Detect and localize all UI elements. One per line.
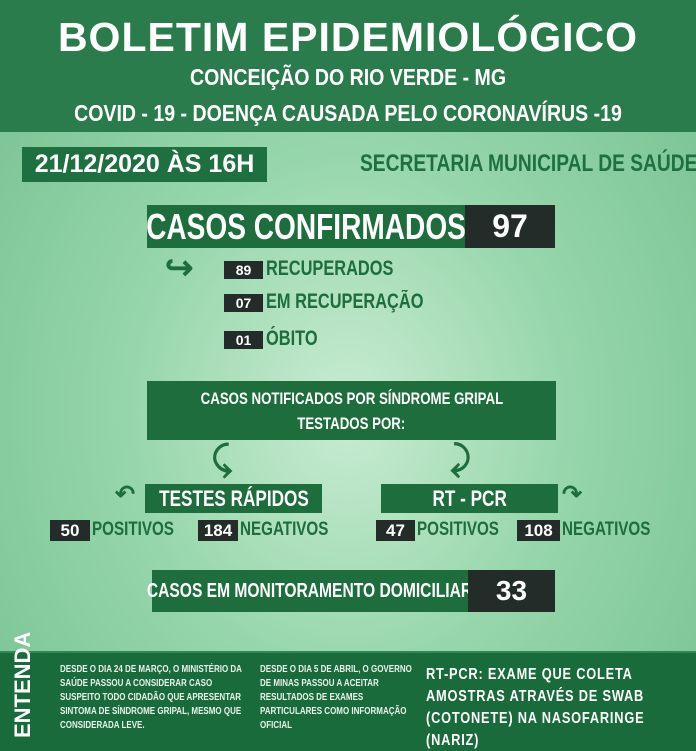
arrow-down-right-icon: ⤸ (450, 440, 471, 478)
notified-line1: CASOS NOTIFICADOS POR SÍNDROME GRIPAL (200, 388, 503, 408)
monitoring-label: CASOS EM MONITORAMENTO DOMICILIAR (147, 579, 473, 602)
pcr-positive-value: 47 (376, 520, 415, 541)
deaths-value: 01 (224, 331, 263, 349)
arrow-right-icon: ↷ (562, 481, 583, 508)
rapid-tests-box: TESTES RÁPIDOS (145, 484, 322, 513)
monitoring-box: CASOS EM MONITORAMENTO DOMICILIAR (147, 570, 473, 612)
header-banner (0, 0, 696, 132)
recovering-label: EM RECUPERAÇÃO (266, 290, 424, 313)
bulletin-title: BOLETIM EPIDEMIOLÓGICO (57, 14, 639, 60)
date-badge: 21/12/2020 ÀS 16H (22, 147, 267, 182)
rapid-tests-label: TESTES RÁPIDOS (158, 485, 309, 511)
recovering-value: 07 (224, 294, 263, 312)
rapid-negative-label: NEGATIVOS (240, 519, 329, 540)
notified-line2: TESTADOS POR: (297, 413, 406, 433)
footer-bar (0, 651, 696, 751)
footer-note-1: DESDE O DIA 24 DE MARÇO, O MINISTÉRIO DA… (60, 664, 242, 731)
rapid-positive-value: 50 (50, 520, 90, 541)
confirmed-label-box: CASOS CONFIRMADOS (146, 205, 466, 248)
recovered-value: 89 (224, 261, 263, 279)
footer-note-2: DESDE O DIA 5 DE ABRIL, O GOVERNO DE MIN… (260, 664, 412, 731)
rapid-positive-label: POSITIVOS (92, 519, 174, 540)
pcr-box: RT - PCR (381, 484, 558, 513)
rapid-negative-value: 184 (198, 520, 238, 541)
pcr-negative-label: NEGATIVOS (562, 519, 651, 540)
pcr-label: RT - PCR (432, 485, 507, 511)
department-name: SECRETARIA MUNICIPAL DE SAÚDE (360, 150, 696, 177)
footer-note-3: RT-PCR: EXAME QUE COLETA AMOSTRAS ATRAVÉ… (426, 666, 645, 749)
confirmed-value: 97 (465, 205, 555, 248)
notified-box: CASOS NOTIFICADOS POR SÍNDROME GRIPAL TE… (147, 381, 556, 440)
arrow-down-left-icon: ⤹ (212, 440, 233, 478)
arrow-left-icon: ↶ (115, 481, 136, 508)
pcr-negative-value: 108 (517, 520, 560, 541)
recovered-label: RECUPERADOS (266, 257, 394, 280)
confirmed-label: CASOS CONFIRMADOS (146, 205, 466, 247)
curved-arrow-icon: ↪ (165, 249, 194, 287)
pcr-positive-label: POSITIVOS (417, 519, 499, 540)
deaths-label: ÓBITO (266, 327, 318, 350)
subtitle-line: COVID - 19 - DOENÇA CAUSADA PELO CORONAV… (74, 100, 622, 126)
monitoring-value: 33 (468, 570, 555, 612)
city-line: CONCEIÇÃO DO RIO VERDE - MG (189, 64, 507, 90)
footer-heading: ENTENDA (10, 631, 35, 738)
